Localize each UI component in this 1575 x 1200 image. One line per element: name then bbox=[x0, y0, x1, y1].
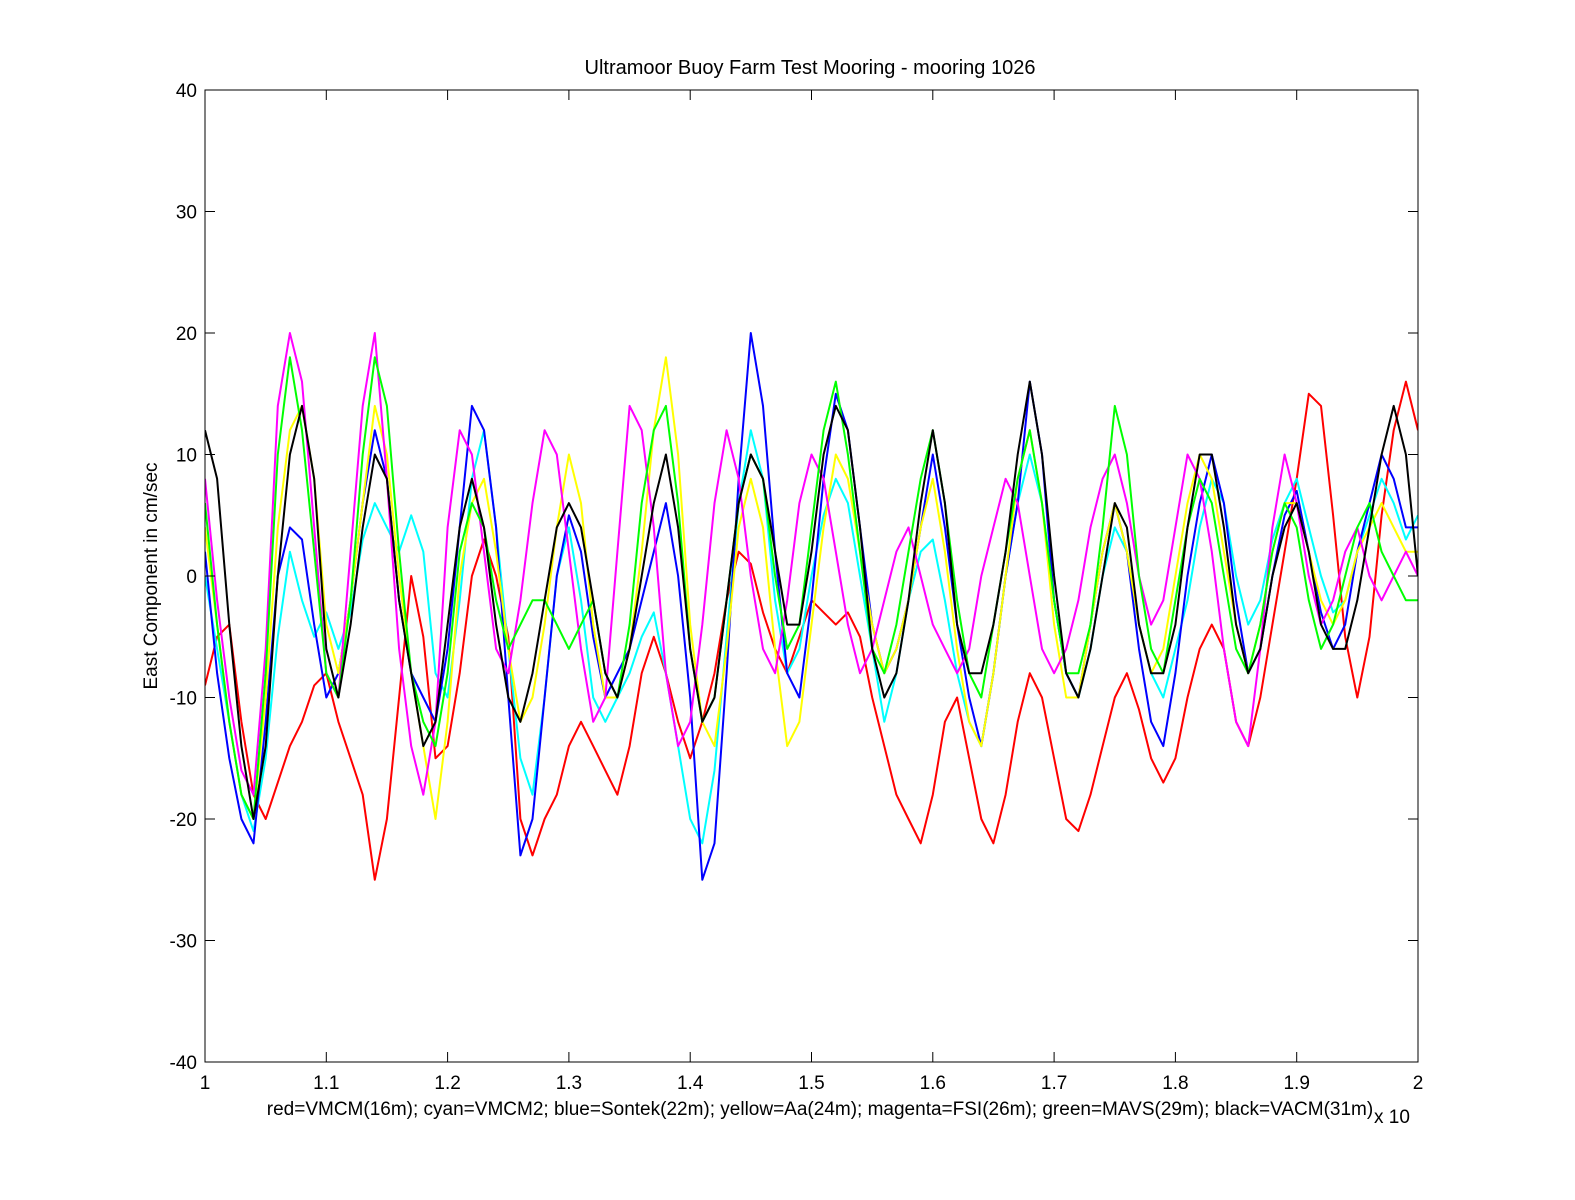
x-tick-label: 2 bbox=[1413, 1073, 1424, 1094]
x-tick-label: 1.3 bbox=[556, 1073, 582, 1094]
y-tick-label: -20 bbox=[170, 810, 197, 831]
y-tick-label: -40 bbox=[170, 1053, 197, 1074]
y-axis-label: East Component in cm/sec bbox=[141, 462, 162, 689]
y-tick-label: -10 bbox=[170, 689, 197, 710]
x-tick-label: 1.6 bbox=[920, 1073, 946, 1094]
y-tick-label: 20 bbox=[176, 324, 197, 345]
x-tick-label: 1.9 bbox=[1283, 1073, 1309, 1094]
series-line bbox=[205, 429, 1418, 845]
x-axis-exponent: x 10 bbox=[1374, 1107, 1410, 1128]
series-layer bbox=[205, 332, 1418, 881]
y-tick-label: 0 bbox=[186, 567, 197, 588]
x-tick-label: 1.1 bbox=[313, 1073, 339, 1094]
series-line bbox=[205, 356, 1418, 820]
x-tick-label: 1.8 bbox=[1162, 1073, 1188, 1094]
y-tick-label: 30 bbox=[176, 203, 197, 224]
x-axis-label: red=VMCM(16m); cyan=VMCM2; blue=Sontek(2… bbox=[267, 1099, 1373, 1120]
chart-title: Ultramoor Buoy Farm Test Mooring - moori… bbox=[585, 57, 1036, 79]
x-tick-label: 1.4 bbox=[677, 1073, 704, 1094]
tick-layer: 1 1.1 1.2 1.3 1.4 1.5 1.6 1.7 1.8 1.9 2 -40 -30 -20 -1… bbox=[170, 81, 1424, 1094]
y-tick-label: -30 bbox=[170, 932, 197, 953]
plot-area: 1 1.1 1.2 1.3 1.4 1.5 1.6 1.7 1.8 1.9 2 -40 -30 -20 -1… bbox=[170, 81, 1424, 1094]
x-tick-label: 1.5 bbox=[798, 1073, 824, 1094]
x-tick-label: 1 bbox=[200, 1073, 211, 1094]
series-line bbox=[205, 380, 1418, 820]
series-line bbox=[205, 332, 1418, 796]
y-tick-label: 40 bbox=[176, 81, 197, 102]
x-tick-label: 1.2 bbox=[434, 1073, 460, 1094]
y-tick-label: 10 bbox=[176, 446, 197, 467]
x-tick-label: 1.7 bbox=[1041, 1073, 1067, 1094]
